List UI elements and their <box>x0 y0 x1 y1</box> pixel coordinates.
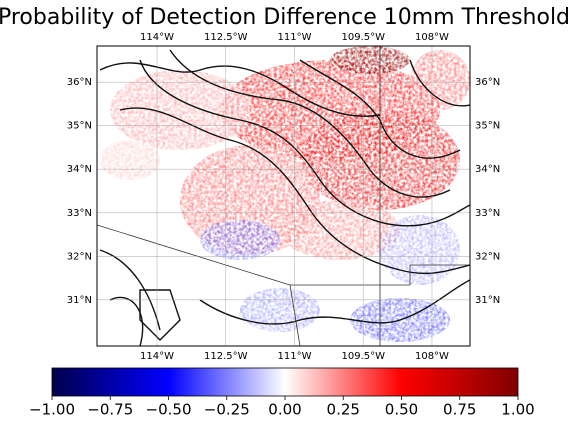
colorbar-label: −0.25 <box>204 401 250 419</box>
lon-label: 111°W <box>278 351 312 362</box>
lon-label: 109.5°W <box>341 32 385 43</box>
colorbar-label: 0.00 <box>268 401 301 419</box>
contours <box>99 49 470 346</box>
lat-label: 33°N <box>67 208 92 219</box>
lon-label: 114°W <box>140 32 174 43</box>
lat-label: 32°N <box>67 251 92 262</box>
lat-label: 31°N <box>475 295 500 306</box>
lon-label: 112.5°W <box>204 351 248 362</box>
colorbar-label: −1.00 <box>29 401 75 419</box>
lat-label: 33°N <box>475 208 500 219</box>
lat-label: 36°N <box>475 77 500 88</box>
colorbar-label: 1.00 <box>501 401 534 419</box>
lon-label: 109.5°W <box>341 351 385 362</box>
lat-label: 32°N <box>475 251 500 262</box>
colorbar-label: 0.50 <box>385 401 418 419</box>
map <box>97 46 470 346</box>
colorbar <box>51 367 519 397</box>
lat-label: 35°N <box>475 121 500 132</box>
map-frame <box>96 45 471 347</box>
lon-label: 108°W <box>415 351 449 362</box>
colorbar-label: 0.25 <box>327 401 360 419</box>
borders <box>97 46 470 346</box>
field <box>100 46 470 342</box>
lat-label: 34°N <box>475 164 500 175</box>
lat-label: 36°N <box>67 77 92 88</box>
colorbar-label: 0.75 <box>443 401 476 419</box>
lat-label: 35°N <box>67 121 92 132</box>
colorbar-label: −0.75 <box>87 401 133 419</box>
lon-label: 111°W <box>278 32 312 43</box>
lat-label: 34°N <box>67 164 92 175</box>
lon-label: 108°W <box>415 32 449 43</box>
colorbar-label: −0.50 <box>146 401 192 419</box>
lon-label: 114°W <box>140 351 174 362</box>
title: Probability of Detection Difference 10mm… <box>0 5 568 30</box>
lon-label: 112.5°W <box>204 32 248 43</box>
lat-label: 31°N <box>67 295 92 306</box>
